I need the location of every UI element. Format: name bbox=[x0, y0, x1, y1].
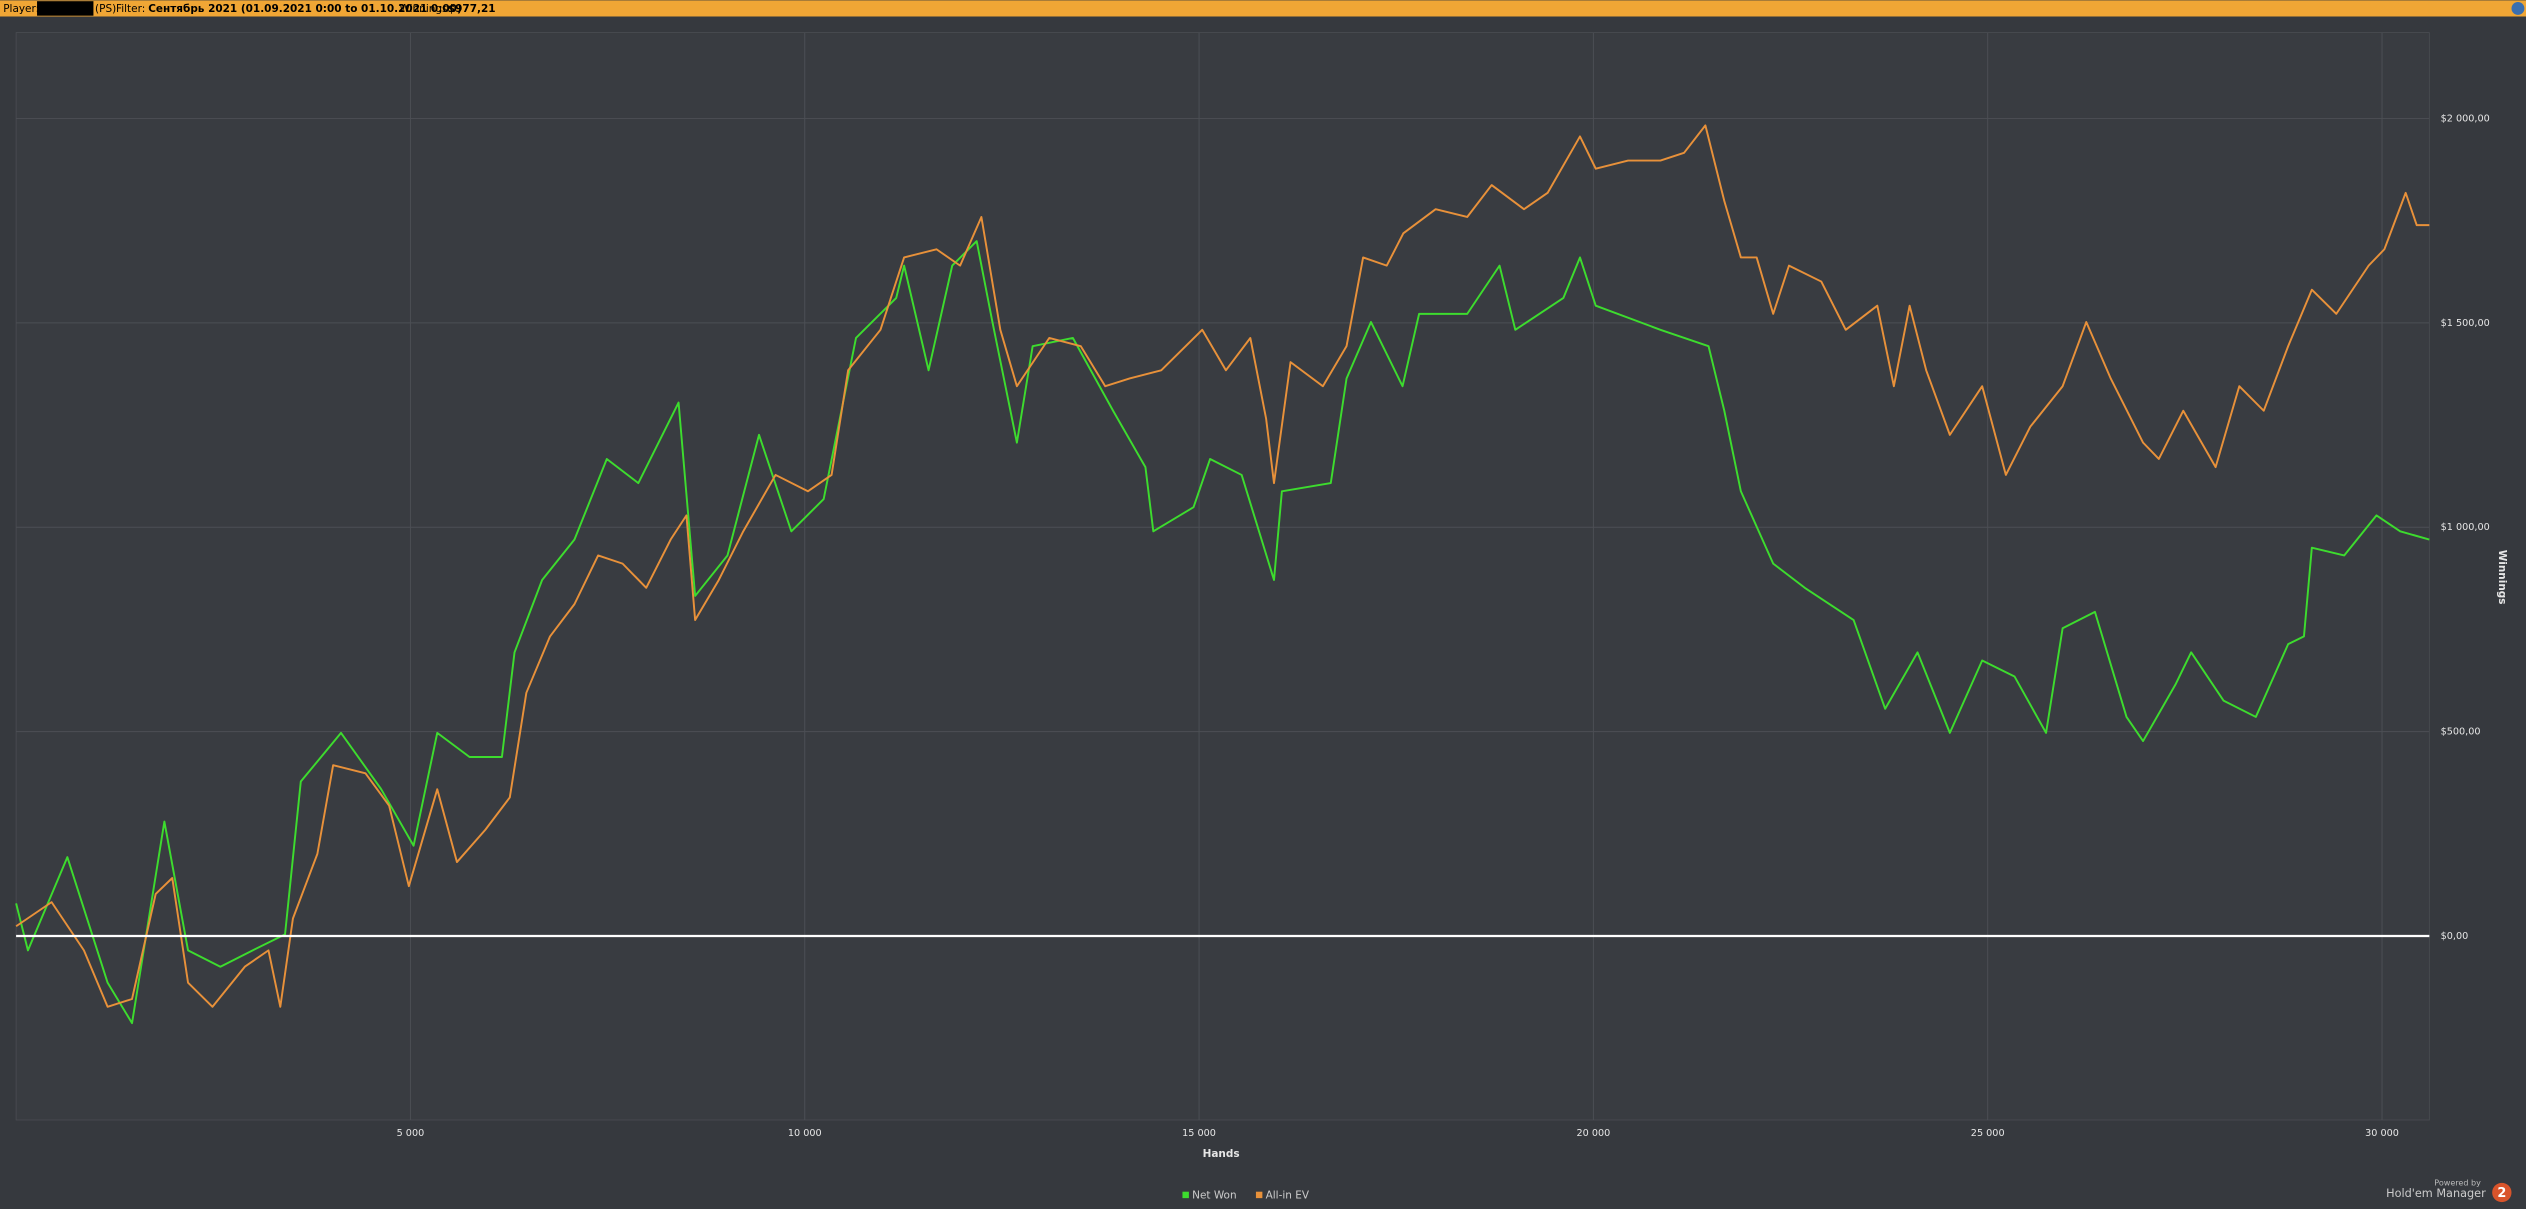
x-tick-label: 10 000 bbox=[788, 1128, 822, 1139]
x-tick-label: 5 000 bbox=[397, 1128, 425, 1139]
legend-label: Net Won bbox=[1192, 1190, 1236, 1202]
brand-logo-text: 2 bbox=[2497, 1186, 2506, 1201]
player-label: Player: bbox=[3, 3, 39, 15]
y-axis-title: Winnings bbox=[2496, 550, 2508, 605]
header-bar: Player: (PS) Filter: Сентябрь 2021 (01.0… bbox=[0, 0, 2526, 17]
x-tick-label: 15 000 bbox=[1182, 1128, 1216, 1139]
y-tick-label: $500,00 bbox=[2441, 727, 2481, 738]
redacted-player bbox=[37, 1, 94, 16]
y-tick-label: $0,00 bbox=[2441, 931, 2469, 942]
brand-logo bbox=[2492, 1182, 2512, 1203]
header-background bbox=[0, 0, 2526, 17]
x-axis-title: Hands bbox=[1203, 1148, 1240, 1160]
x-tick-label: 30 000 bbox=[2365, 1128, 2399, 1139]
series-line bbox=[15, 124, 2430, 1008]
brand: Hold'em Manager bbox=[2386, 1187, 2486, 1200]
legend-swatch bbox=[1255, 1191, 1263, 1199]
series-line bbox=[15, 240, 2430, 1025]
x-tick-label: 25 000 bbox=[1971, 1128, 2005, 1139]
legend-swatch bbox=[1182, 1191, 1189, 1199]
site: (PS) bbox=[95, 3, 116, 15]
plot-area bbox=[15, 32, 2430, 1121]
header-icon[interactable] bbox=[2511, 1, 2525, 15]
winnings-label: Winnings: bbox=[400, 3, 451, 15]
y-tick-label: $1 000,00 bbox=[2441, 522, 2490, 533]
powered-by: Powered by bbox=[2434, 1178, 2481, 1187]
filter: Сентябрь 2021 (01.09.2021 0:00 to 01.10.… bbox=[148, 3, 462, 15]
y-tick-label: $2 000,00 bbox=[2441, 113, 2490, 124]
filter-label: Filter: bbox=[116, 3, 145, 15]
winnings: $977,21 bbox=[448, 3, 496, 15]
x-tick-label: 20 000 bbox=[1576, 1128, 1610, 1139]
y-tick-label: $1 500,00 bbox=[2441, 318, 2490, 329]
legend-label: All-in EV bbox=[1266, 1190, 1310, 1202]
